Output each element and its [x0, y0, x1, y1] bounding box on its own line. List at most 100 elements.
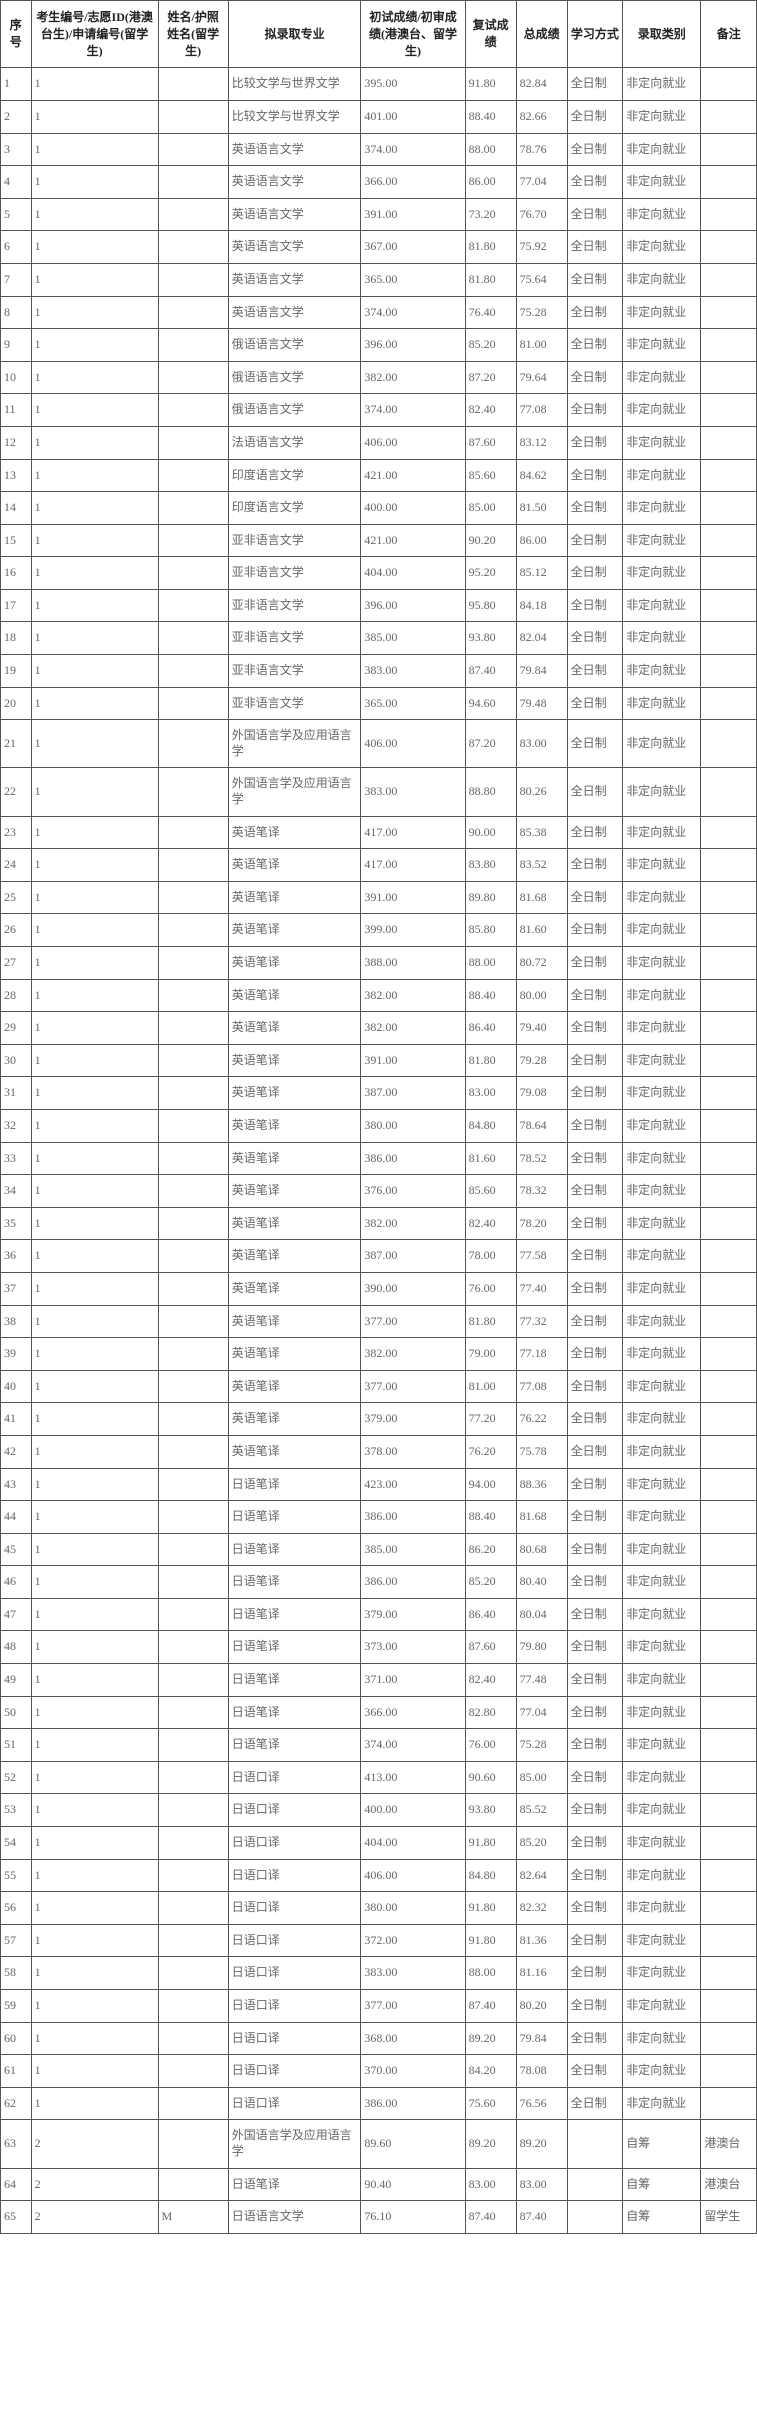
cell-6: 80.00	[516, 979, 567, 1012]
cell-8: 非定向就业	[623, 1859, 701, 1892]
cell-7: 全日制	[567, 557, 623, 590]
cell-6: 78.32	[516, 1175, 567, 1208]
cell-3: 日语口译	[228, 1794, 361, 1827]
cell-5: 81.80	[465, 263, 516, 296]
cell-3: 外国语言学及应用语言学	[228, 768, 361, 816]
cell-0: 48	[1, 1631, 32, 1664]
cell-4: 377.00	[361, 1305, 465, 1338]
cell-8: 非定向就业	[623, 361, 701, 394]
table-row: 451日语笔译385.0086.2080.68全日制非定向就业	[1, 1533, 757, 1566]
cell-8: 非定向就业	[623, 1435, 701, 1468]
cell-1: 1	[31, 2022, 158, 2055]
cell-5: 87.40	[465, 655, 516, 688]
cell-1: 1	[31, 1501, 158, 1534]
cell-2	[158, 2055, 228, 2088]
cell-0: 6	[1, 231, 32, 264]
cell-1: 1	[31, 1272, 158, 1305]
cell-0: 2	[1, 100, 32, 133]
cell-4: 406.00	[361, 1859, 465, 1892]
cell-8: 非定向就业	[623, 1012, 701, 1045]
cell-1: 1	[31, 881, 158, 914]
cell-1: 1	[31, 329, 158, 362]
cell-0: 13	[1, 459, 32, 492]
cell-2	[158, 459, 228, 492]
cell-0: 9	[1, 329, 32, 362]
cell-1: 1	[31, 1794, 158, 1827]
cell-9	[701, 1305, 757, 1338]
cell-5: 81.80	[465, 1044, 516, 1077]
cell-3: 英语笔译	[228, 1142, 361, 1175]
cell-3: 英语笔译	[228, 1338, 361, 1371]
cell-8: 非定向就业	[623, 1957, 701, 1990]
cell-8: 非定向就业	[623, 1044, 701, 1077]
table-row: 261英语笔译399.0085.8081.60全日制非定向就业	[1, 914, 757, 947]
cell-2	[158, 947, 228, 980]
cell-0: 42	[1, 1435, 32, 1468]
cell-1: 1	[31, 1892, 158, 1925]
admission-table: 序号考生编号/志愿ID(港澳台生)/申请编号(留学生)姓名/护照姓名(留学生)拟…	[0, 0, 757, 2234]
cell-8: 非定向就业	[623, 1761, 701, 1794]
cell-2	[158, 1207, 228, 1240]
cell-9	[701, 655, 757, 688]
table-row: 361英语笔译387.0078.0077.58全日制非定向就业	[1, 1240, 757, 1273]
cell-8: 非定向就业	[623, 589, 701, 622]
cell-6: 79.80	[516, 1631, 567, 1664]
cell-3: 日语口译	[228, 1827, 361, 1860]
cell-1: 1	[31, 2055, 158, 2088]
cell-5: 85.20	[465, 329, 516, 362]
cell-4: 379.00	[361, 1598, 465, 1631]
cell-7: 全日制	[567, 1859, 623, 1892]
col-header-1: 考生编号/志愿ID(港澳台生)/申请编号(留学生)	[31, 1, 158, 68]
cell-9	[701, 768, 757, 816]
cell-6: 79.28	[516, 1044, 567, 1077]
cell-9	[701, 524, 757, 557]
cell-6: 85.12	[516, 557, 567, 590]
table-row: 221外国语言学及应用语言学383.0088.8080.26全日制非定向就业	[1, 768, 757, 816]
cell-3: 英语笔译	[228, 816, 361, 849]
cell-3: 日语笔译	[228, 1664, 361, 1697]
cell-4: 374.00	[361, 296, 465, 329]
table-row: 471日语笔译379.0086.4080.04全日制非定向就业	[1, 1598, 757, 1631]
cell-5: 89.80	[465, 881, 516, 914]
cell-2	[158, 1044, 228, 1077]
cell-6: 78.64	[516, 1109, 567, 1142]
cell-6: 78.20	[516, 1207, 567, 1240]
cell-8: 非定向就业	[623, 2055, 701, 2088]
cell-7: 全日制	[567, 979, 623, 1012]
table-row: 291英语笔译382.0086.4079.40全日制非定向就业	[1, 1012, 757, 1045]
cell-5: 77.20	[465, 1403, 516, 1436]
cell-0: 22	[1, 768, 32, 816]
cell-4: 404.00	[361, 557, 465, 590]
cell-7: 全日制	[567, 1664, 623, 1697]
cell-8: 非定向就业	[623, 1827, 701, 1860]
cell-2	[158, 1077, 228, 1110]
cell-1: 1	[31, 426, 158, 459]
cell-1: 1	[31, 720, 158, 768]
cell-3: 英语笔译	[228, 1435, 361, 1468]
cell-2	[158, 1631, 228, 1664]
cell-8: 非定向就业	[623, 263, 701, 296]
cell-5: 78.00	[465, 1240, 516, 1273]
table-header: 序号考生编号/志愿ID(港澳台生)/申请编号(留学生)姓名/护照姓名(留学生)拟…	[1, 1, 757, 68]
cell-8: 非定向就业	[623, 1305, 701, 1338]
table-row: 441日语笔译386.0088.4081.68全日制非定向就业	[1, 1501, 757, 1534]
cell-9	[701, 426, 757, 459]
cell-0: 46	[1, 1566, 32, 1599]
cell-4: 372.00	[361, 1924, 465, 1957]
cell-9	[701, 622, 757, 655]
cell-9	[701, 492, 757, 525]
cell-5: 82.40	[465, 1207, 516, 1240]
cell-4: 382.00	[361, 1207, 465, 1240]
cell-5: 84.80	[465, 1109, 516, 1142]
cell-4: 383.00	[361, 1957, 465, 1990]
cell-9	[701, 1533, 757, 1566]
cell-5: 87.40	[465, 1990, 516, 2023]
cell-4: 421.00	[361, 459, 465, 492]
cell-4: 89.60	[361, 2120, 465, 2168]
cell-8: 非定向就业	[623, 1924, 701, 1957]
cell-8: 非定向就业	[623, 1175, 701, 1208]
table-row: 511日语笔译374.0076.0075.28全日制非定向就业	[1, 1729, 757, 1762]
table-row: 341英语笔译376.0085.6078.32全日制非定向就业	[1, 1175, 757, 1208]
cell-6: 77.04	[516, 166, 567, 199]
cell-4: 382.00	[361, 361, 465, 394]
